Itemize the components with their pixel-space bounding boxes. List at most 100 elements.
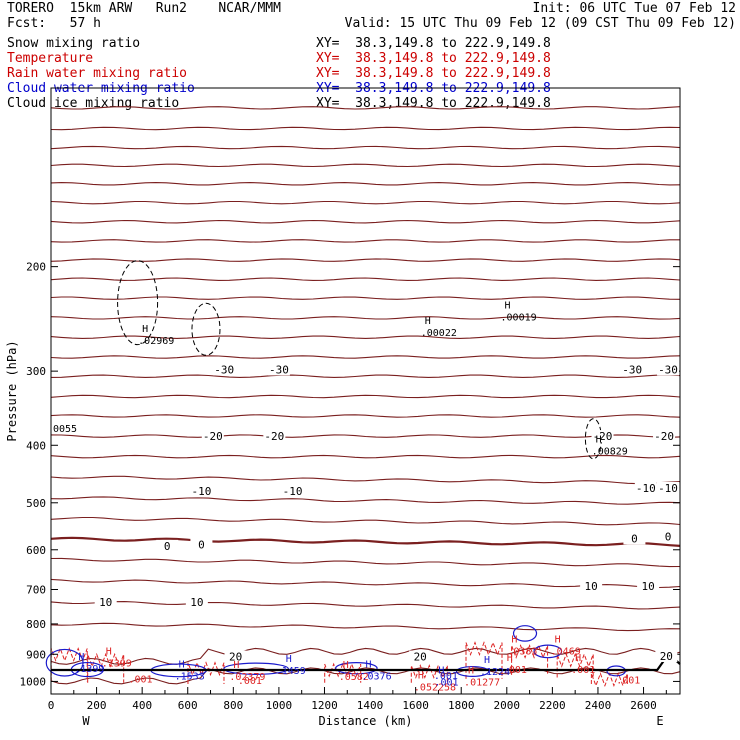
temperature-label: 0: [665, 531, 672, 544]
extremum-value: .0382: [507, 646, 537, 657]
temperature-label: -10: [191, 485, 211, 498]
y-tick-label: 500: [26, 497, 46, 510]
x-tick-label: 1000: [266, 699, 293, 712]
extremum-marker: H: [179, 660, 185, 671]
temperature-label-bg: [634, 481, 657, 494]
cloud-water-contour: [335, 662, 378, 675]
extremum-marker: H: [343, 660, 349, 671]
x-tick-label: 1400: [357, 699, 384, 712]
field-xy-0: XY= 38.3,149.8 to 222.9,149.8: [316, 36, 551, 51]
isotherm-line: [50, 200, 681, 205]
field-name-0: Snow mixing ratio: [7, 36, 141, 51]
isotherm-line: [50, 145, 681, 150]
extremum-marker: H: [286, 654, 292, 665]
x-tick-label: 1200: [311, 699, 338, 712]
isotherm-line: [50, 355, 681, 359]
y-axis-label: Pressure (hPa): [5, 340, 19, 441]
isotherm-line: [50, 414, 681, 418]
plot-frame: [50, 87, 681, 695]
extremum-value: 0055: [53, 424, 77, 435]
extremum-marker: H: [511, 634, 517, 645]
snow-contour: [191, 302, 221, 356]
y-tick-label: 800: [26, 618, 46, 631]
extremum-value: .1399: [102, 659, 132, 670]
temperature-label-bg: [580, 579, 603, 592]
y-tick-label: 200: [26, 261, 46, 274]
rain-contour: [556, 652, 594, 678]
extremum-marker: H: [555, 634, 561, 645]
extremum-value: .052258: [414, 683, 456, 694]
isotherm-line: [50, 106, 681, 110]
temperature-label: 0: [631, 532, 638, 545]
extremum-value: .001: [503, 665, 527, 676]
x-tick-label: 400: [132, 699, 152, 712]
extremum-value: .01277: [464, 678, 500, 689]
temperature-label-bg: [657, 481, 679, 494]
extremum-value: .0469: [551, 646, 581, 657]
x-tick-label: 2200: [539, 699, 566, 712]
x-tick-label: 1800: [448, 699, 475, 712]
isotherm-line: [50, 647, 681, 665]
y-tick-label: 300: [26, 365, 46, 378]
isotherm-line: [50, 163, 681, 168]
field-xy-2: XY= 38.3,149.8 to 222.9,149.8: [316, 66, 551, 81]
x-tick-label: 200: [87, 699, 107, 712]
header-valid: Valid: 15 UTC Thu 09 Feb 12 (09 CST Thu …: [344, 16, 736, 31]
temperature-label: 20: [414, 651, 427, 664]
rain-contour: [465, 641, 503, 679]
temperature-label-bg: [213, 363, 236, 376]
extremum-value: .02969: [138, 336, 174, 347]
cloud-water-contour: [455, 665, 490, 677]
isotherm-line: [50, 126, 681, 131]
field-name-4: Cloud ice mixing ratio: [7, 96, 180, 111]
extremum-value: .0582: [339, 672, 369, 683]
temperature-label: 0: [198, 539, 205, 552]
temperature-label-bg: [190, 485, 213, 498]
temperature-label: -30: [622, 363, 642, 376]
isotherm-line: [50, 578, 681, 589]
isotherm-line: [50, 475, 681, 485]
rain-contour: [511, 644, 549, 675]
temperature-label-bg: [267, 363, 290, 376]
isotherm-line: [50, 239, 680, 243]
extremum-marker: H: [78, 652, 84, 663]
temperature-label: 20: [660, 650, 673, 663]
contour-value-label: .001: [128, 675, 152, 686]
x-tick-label: 0: [48, 699, 55, 712]
temperature-label: -20: [654, 430, 674, 443]
extremum-marker: H: [484, 655, 490, 666]
contour-value-label: .001: [434, 671, 458, 682]
temperature-label: 20: [229, 651, 242, 664]
temperature-label-bg: [185, 596, 208, 609]
isotherm-line: [50, 335, 681, 339]
extremum-value: .00019: [501, 313, 537, 324]
x-tick-label: 600: [178, 699, 198, 712]
extremum-value: .001: [434, 678, 458, 689]
rain-contour: [410, 664, 448, 683]
temperature-label: -30: [269, 363, 289, 376]
header-fcst: Fcst: 57 h: [7, 16, 101, 31]
temperature-label-bg: [657, 530, 679, 543]
extremum-marker: H: [233, 660, 239, 671]
temperature-label: 10: [99, 596, 112, 609]
x-tick-label: 2600: [630, 699, 657, 712]
temperature-label-bg: [281, 485, 304, 498]
y-tick-label: 600: [26, 544, 46, 557]
y-tick-label: 400: [26, 439, 46, 452]
extremum-marker: H: [418, 671, 424, 682]
temperature-label-bg: [655, 649, 678, 662]
y-tick-label: 900: [26, 648, 46, 661]
extremum-value: .00022: [421, 328, 457, 339]
isotherm-line: [50, 219, 681, 224]
y-tick-label: 1000: [20, 675, 47, 688]
contour-value-label: .001: [238, 676, 262, 687]
isotherm-line: [50, 182, 681, 186]
field-xy-1: XY= 38.3,149.8 to 222.9,149.8: [316, 51, 551, 66]
extremum-value: .1399: [74, 664, 104, 675]
temperature-label: -10: [636, 482, 656, 495]
extremum-value: .00829: [592, 447, 628, 458]
extremum-value: .0376: [362, 672, 392, 683]
temperature-label-bg: [190, 538, 213, 551]
east-label: E: [656, 714, 663, 728]
temperature-label-bg: [224, 650, 247, 663]
